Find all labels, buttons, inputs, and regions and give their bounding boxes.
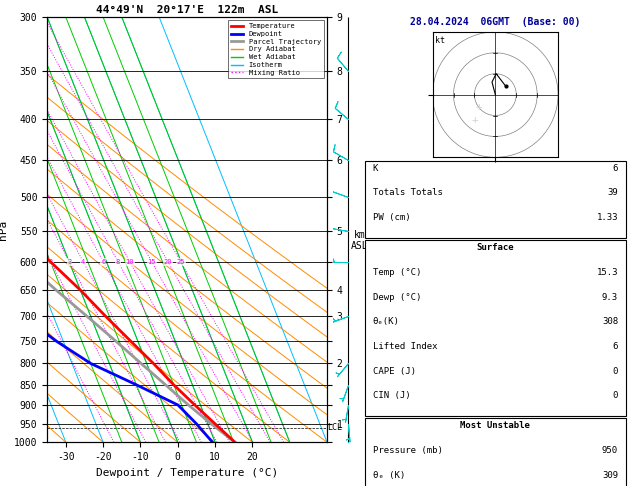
Text: 4: 4 xyxy=(81,259,86,265)
Title: 44°49'N  20°17'E  122m  ASL: 44°49'N 20°17'E 122m ASL xyxy=(96,5,278,15)
Text: 25: 25 xyxy=(176,259,185,265)
Text: 309: 309 xyxy=(602,471,618,480)
Text: Most Unstable: Most Unstable xyxy=(460,421,530,431)
Text: Lifted Index: Lifted Index xyxy=(372,342,437,351)
Text: θₑ(K): θₑ(K) xyxy=(372,317,399,326)
Y-axis label: km
ASL: km ASL xyxy=(350,230,368,251)
Text: 6: 6 xyxy=(613,164,618,173)
Text: 39: 39 xyxy=(607,189,618,197)
Text: 6: 6 xyxy=(613,342,618,351)
Text: Totals Totals: Totals Totals xyxy=(372,189,443,197)
Bar xyxy=(365,161,626,238)
X-axis label: Dewpoint / Temperature (°C): Dewpoint / Temperature (°C) xyxy=(96,468,278,478)
Text: 3: 3 xyxy=(67,259,72,265)
Bar xyxy=(365,240,626,417)
Text: 0: 0 xyxy=(613,391,618,400)
Text: Surface: Surface xyxy=(477,243,514,252)
Text: LCL: LCL xyxy=(327,423,342,433)
Text: 2: 2 xyxy=(48,259,53,265)
Text: 20: 20 xyxy=(164,259,172,265)
Text: 1.33: 1.33 xyxy=(596,213,618,222)
Text: kt: kt xyxy=(435,35,445,45)
Text: CIN (J): CIN (J) xyxy=(372,391,410,400)
Y-axis label: hPa: hPa xyxy=(0,220,8,240)
Text: 950: 950 xyxy=(602,446,618,455)
Bar xyxy=(365,418,626,486)
Text: 0: 0 xyxy=(613,366,618,376)
Text: 15: 15 xyxy=(148,259,156,265)
Text: CAPE (J): CAPE (J) xyxy=(372,366,416,376)
Text: Temp (°C): Temp (°C) xyxy=(372,268,421,277)
Text: Pressure (mb): Pressure (mb) xyxy=(372,446,443,455)
Legend: Temperature, Dewpoint, Parcel Trajectory, Dry Adiabat, Wet Adiabat, Isotherm, Mi: Temperature, Dewpoint, Parcel Trajectory… xyxy=(228,20,323,78)
Text: Dewp (°C): Dewp (°C) xyxy=(372,293,421,302)
Text: θₑ (K): θₑ (K) xyxy=(372,471,405,480)
Text: 9.3: 9.3 xyxy=(602,293,618,302)
Text: K: K xyxy=(372,164,378,173)
Text: PW (cm): PW (cm) xyxy=(372,213,410,222)
Text: 28.04.2024  06GMT  (Base: 00): 28.04.2024 06GMT (Base: 00) xyxy=(410,17,581,27)
Text: 8: 8 xyxy=(116,259,120,265)
Text: +: + xyxy=(471,115,478,125)
Text: 15.3: 15.3 xyxy=(596,268,618,277)
Text: +: + xyxy=(476,102,482,112)
Text: 10: 10 xyxy=(126,259,134,265)
Text: 6: 6 xyxy=(101,259,105,265)
Text: 308: 308 xyxy=(602,317,618,326)
